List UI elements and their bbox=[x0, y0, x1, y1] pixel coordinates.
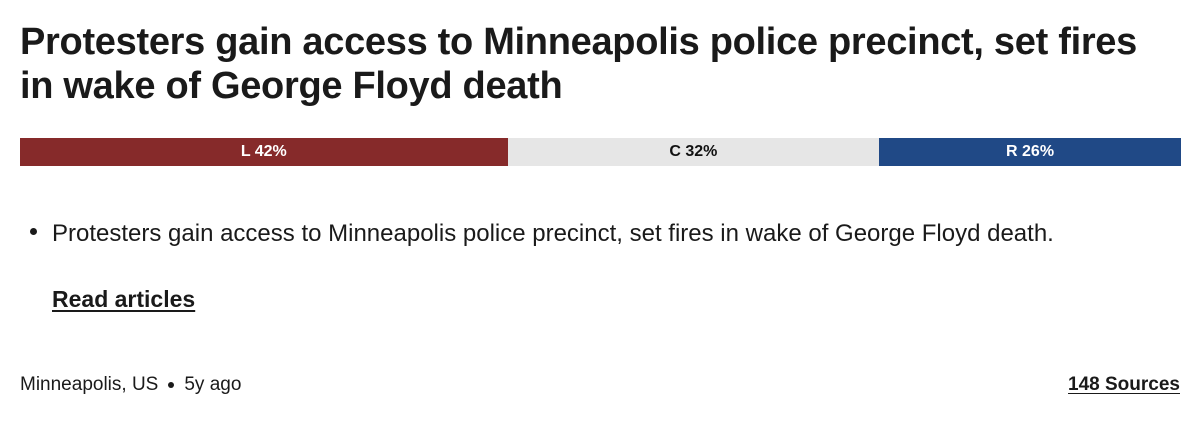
story-headline: Protesters gain access to Minneapolis po… bbox=[20, 21, 1137, 107]
bias-segment-left-label: L 42% bbox=[240, 143, 287, 160]
bias-segment-left: L 42% bbox=[20, 138, 508, 166]
summary-bullet: Protesters gain access to Minneapolis po… bbox=[30, 217, 1180, 251]
read-articles-link[interactable]: Read articles bbox=[52, 286, 196, 312]
story-age: 5y ago bbox=[184, 374, 242, 395]
sources-count-link[interactable]: 148 Sources bbox=[1068, 374, 1180, 395]
summary-bullet-text: Protesters gain access to Minneapolis po… bbox=[52, 220, 1054, 247]
bias-segment-center: C 32% bbox=[507, 138, 880, 166]
meta-separator-dot-icon bbox=[168, 382, 175, 388]
story-location: Minneapolis, US bbox=[20, 374, 159, 395]
story-meta: Minneapolis, US 5y ago bbox=[20, 374, 241, 396]
bias-segment-right-label: R 26% bbox=[1006, 143, 1055, 160]
bias-distribution-bar: L 42% C 32% R 26% bbox=[20, 138, 1181, 166]
bias-segment-right: R 26% bbox=[879, 138, 1181, 166]
bias-segment-center-label: C 32% bbox=[669, 143, 718, 160]
bullet-dot-icon bbox=[30, 228, 37, 235]
